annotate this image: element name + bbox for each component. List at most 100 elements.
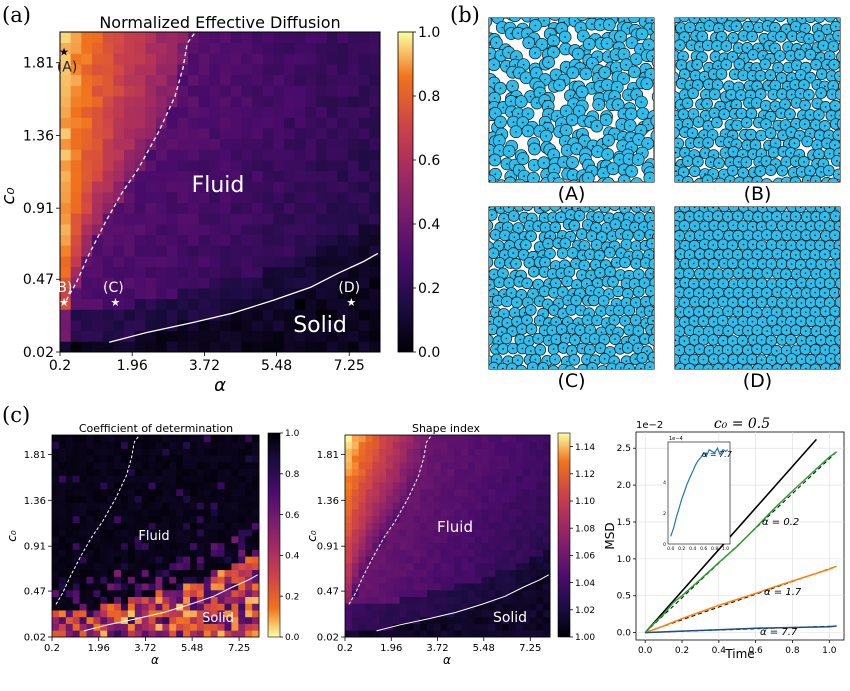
heatmap-cell <box>121 462 128 469</box>
heatmap-cell <box>454 536 461 543</box>
cell-center <box>514 64 516 66</box>
cell <box>669 127 680 138</box>
cell-center <box>521 294 523 296</box>
cell-center <box>582 14 584 16</box>
heatmap-cell <box>305 192 316 203</box>
cell-center <box>791 225 793 227</box>
heatmap-cell <box>59 455 66 462</box>
cell-center <box>591 88 593 90</box>
heatmap-cell <box>393 603 400 610</box>
heatmap-cell <box>231 64 242 75</box>
heatmap-cell <box>468 549 475 556</box>
cell-center <box>802 115 804 117</box>
cell-center <box>524 236 526 238</box>
heatmap-cell <box>190 448 197 455</box>
cell-center <box>623 54 625 56</box>
cell-center <box>562 252 564 254</box>
heatmap-cell <box>427 597 434 604</box>
cell-center <box>598 78 600 80</box>
cell-center <box>820 92 822 94</box>
cell-center <box>700 27 702 29</box>
heatmap-cell <box>225 536 232 543</box>
cell-center <box>508 360 510 362</box>
cell-center <box>819 135 821 137</box>
cell-center <box>727 311 729 313</box>
heatmap-cell <box>177 117 188 128</box>
heatmap-cell <box>71 128 82 139</box>
heatmap-cell <box>145 309 156 320</box>
heatmap-cell <box>169 442 176 449</box>
heatmap-cell <box>359 435 366 442</box>
cell-center <box>722 244 724 246</box>
heatmap-cell <box>59 509 66 516</box>
heatmap-cell <box>71 75 82 86</box>
heatmap-cell <box>218 529 225 536</box>
heatmap-cell <box>448 563 455 570</box>
heatmap-cell <box>190 489 197 496</box>
cell-center <box>504 235 506 237</box>
heatmap-cell <box>345 563 352 570</box>
heatmap-cell <box>400 509 407 516</box>
heatmap-cell <box>156 455 163 462</box>
cell-center <box>684 152 686 154</box>
heatmap-cell <box>461 549 468 556</box>
cell-center <box>824 254 826 256</box>
cell-center <box>698 121 700 123</box>
heatmap-cell <box>263 85 274 96</box>
heatmap-cell <box>427 583 434 590</box>
heatmap-cell <box>225 448 232 455</box>
cell-center <box>766 349 768 351</box>
cell-center <box>777 273 779 275</box>
heatmap-cell <box>345 496 352 503</box>
diffusion-xlabel: α <box>214 375 226 396</box>
cell-center <box>525 77 527 79</box>
heatmap-cell <box>337 341 348 352</box>
heatmap-cell <box>448 536 455 543</box>
heatmap-cell <box>73 475 80 482</box>
cell-center <box>679 291 681 293</box>
heatmap-cell <box>241 309 252 320</box>
heatmap-cell <box>92 299 103 310</box>
cell-center <box>747 272 749 274</box>
heatmap-cell <box>167 139 178 150</box>
heatmap-cell <box>211 502 218 509</box>
heatmap-cell <box>359 331 370 342</box>
heatmap-cell <box>352 617 359 624</box>
heatmap-cell <box>238 435 245 442</box>
heatmap-cell <box>238 523 245 530</box>
heatmap-cell <box>386 610 393 617</box>
heatmap-cell <box>225 435 232 442</box>
heatmap-cell <box>135 43 146 54</box>
heatmap-cell <box>156 583 163 590</box>
heatmap-cell <box>169 536 176 543</box>
heatmap-cell <box>359 32 370 43</box>
heatmap-cell <box>103 149 114 160</box>
heatmap-cell <box>52 448 59 455</box>
cell-center <box>558 242 560 244</box>
heatmap-cell <box>135 455 142 462</box>
cell-center <box>546 360 548 362</box>
cell-center <box>656 27 658 29</box>
cell-center <box>709 25 711 27</box>
heatmap-cell <box>145 213 156 224</box>
cell-center <box>630 113 632 115</box>
heatmap-cell <box>66 469 73 476</box>
heatmap-cell <box>345 549 352 556</box>
heatmap-cell <box>60 85 71 96</box>
heatmap-cell <box>103 192 114 203</box>
heatmap-cell <box>188 299 199 310</box>
heatmap-cell <box>128 435 135 442</box>
cell-center <box>601 332 603 334</box>
cell-center <box>544 271 546 273</box>
cell-center <box>561 123 563 125</box>
cell-center <box>841 17 843 19</box>
heatmap-cell <box>59 630 66 637</box>
heatmap-cell <box>135 192 146 203</box>
heatmap-cell <box>348 245 359 256</box>
heatmap-cell <box>218 516 225 523</box>
cell-center <box>829 55 831 57</box>
heatmap-cell <box>295 43 306 54</box>
heatmap-cell <box>337 192 348 203</box>
heatmap-cell <box>434 570 441 577</box>
cell-center <box>723 358 725 360</box>
